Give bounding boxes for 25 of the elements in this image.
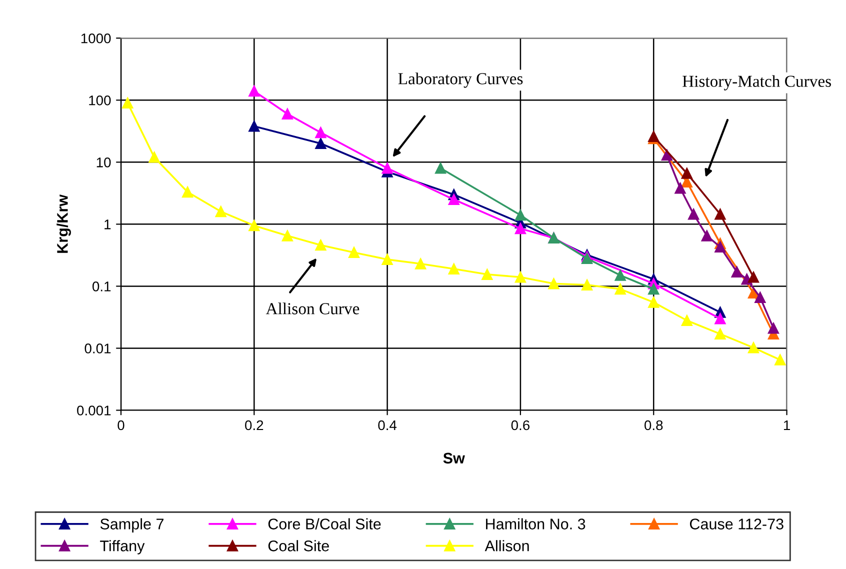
legend-label: Sample 7 bbox=[100, 518, 164, 532]
x-tick-label: 0 bbox=[118, 420, 124, 430]
y-tick-label: 1000 bbox=[81, 33, 111, 44]
y-tick-label: 1 bbox=[104, 220, 111, 230]
legend-label: Cause 112-73 bbox=[690, 518, 784, 530]
annotation: Allison Curve bbox=[266, 302, 360, 314]
y-axis-title: Krg/Krw bbox=[56, 194, 71, 253]
y-tick-label: 0.1 bbox=[92, 282, 111, 292]
y-tick-label: 0.001 bbox=[77, 406, 111, 416]
x-tick-label: 1 bbox=[784, 420, 790, 430]
legend-label: Hamilton No. 3 bbox=[486, 518, 586, 530]
legend-label: Coal Site bbox=[268, 540, 329, 552]
x-tick-label: 0.8 bbox=[644, 420, 663, 430]
x-axis-title: Sw bbox=[443, 452, 465, 464]
legend-label: Tiffany bbox=[100, 540, 145, 554]
annotation: Laboratory Curves bbox=[398, 72, 523, 88]
annotation: History-Match Curves bbox=[682, 75, 831, 90]
y-tick-label: 0.01 bbox=[84, 344, 111, 354]
y-tick-label: 10 bbox=[96, 158, 111, 168]
x-tick-label: 0.2 bbox=[245, 420, 264, 430]
x-tick-label: 0.4 bbox=[378, 420, 397, 430]
legend-label: Core B/Coal Site bbox=[268, 518, 381, 530]
legend-label: Allison bbox=[484, 540, 529, 552]
y-tick-label: 100 bbox=[89, 95, 111, 106]
x-tick-label: 0.6 bbox=[511, 420, 530, 430]
